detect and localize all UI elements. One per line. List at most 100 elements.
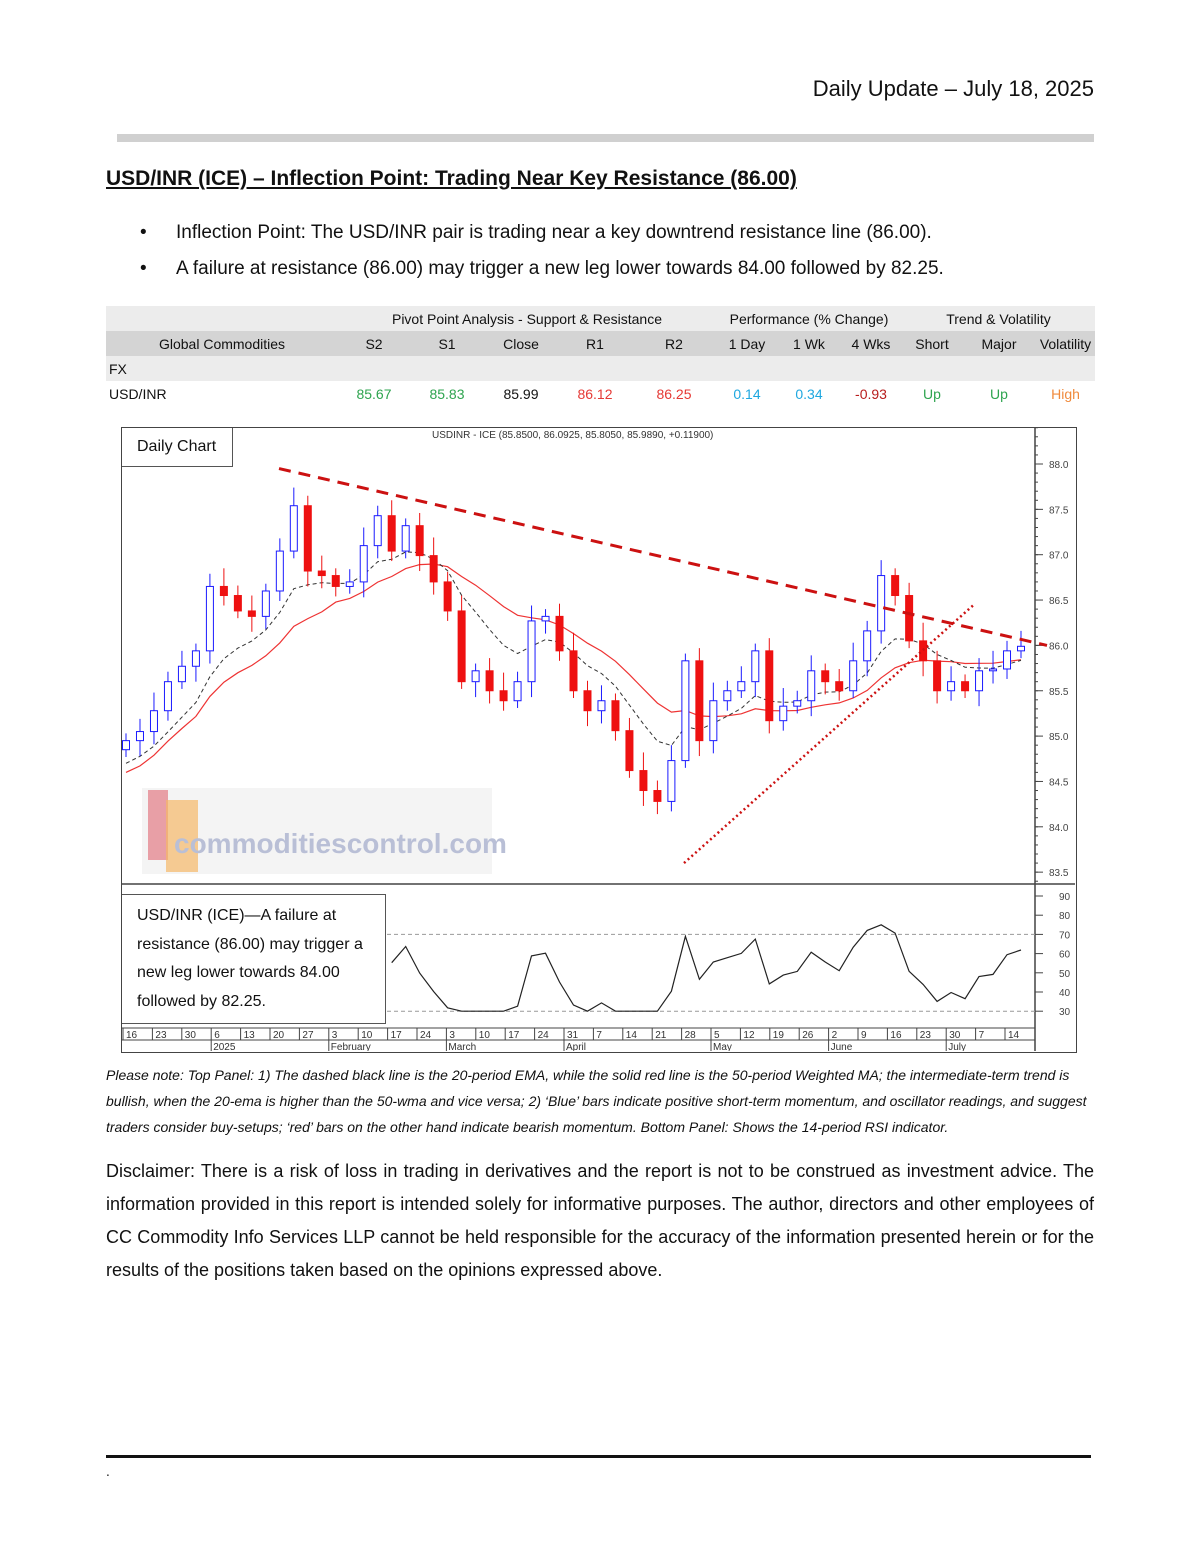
rsi-tick-label: 90 (1059, 892, 1071, 903)
cell-s1: 85.83 (410, 381, 484, 406)
candle-up (709, 700, 718, 742)
watermark-logo-icon (148, 790, 168, 860)
date-tick-label: 24 (538, 1030, 550, 1041)
chart-annotation: USD/INR (ICE)—A failure at resistance (8… (122, 894, 386, 1024)
candle-down (583, 690, 592, 712)
month-label: April (566, 1042, 586, 1051)
candle-down (317, 570, 326, 577)
date-tick-label: 21 (655, 1030, 667, 1041)
date-tick-label: 10 (479, 1030, 491, 1041)
candle-down (387, 515, 396, 552)
date-tick-label: 16 (126, 1030, 138, 1041)
candle-up (1017, 645, 1025, 652)
group-performance: Performance (% Change) (716, 306, 902, 331)
candle-up (177, 665, 186, 683)
candle-up (849, 660, 858, 692)
date-tick-label: 2 (832, 1030, 838, 1041)
chart-label: Daily Chart (122, 428, 233, 467)
candle-down (891, 575, 900, 597)
date-tick-label: 10 (361, 1030, 373, 1041)
candle-up (793, 700, 802, 707)
date-tick-label: 30 (949, 1030, 961, 1041)
footer-dot: . (106, 1465, 110, 1479)
price-tick-label: 85.5 (1049, 687, 1069, 698)
bullet-icon: • (140, 258, 147, 279)
date-tick-label: 3 (332, 1030, 338, 1041)
month-label: February (331, 1042, 371, 1051)
daily-chart: USDINR - ICE (85.8500, 86.0925, 85.8050,… (121, 427, 1077, 1053)
watermark-logo-icon (166, 800, 198, 872)
date-tick-label: 28 (685, 1030, 697, 1041)
chart-svg: USDINR - ICE (85.8500, 86.0925, 85.8050,… (122, 428, 1075, 1051)
candle-up (807, 670, 816, 702)
date-tick-label: 23 (155, 1030, 167, 1041)
date-tick-label: 17 (391, 1030, 403, 1041)
candle-up (359, 545, 368, 583)
date-tick-label: 12 (743, 1030, 755, 1041)
footer-divider (106, 1455, 1091, 1458)
candle-down (835, 681, 844, 692)
date-tick-label: 14 (1008, 1030, 1020, 1041)
month-label: July (948, 1042, 966, 1051)
candle-up (863, 630, 872, 662)
support-trendline (683, 603, 975, 865)
candle-down (247, 610, 256, 617)
candle-up (261, 590, 270, 617)
price-tick-label: 87.5 (1049, 505, 1069, 516)
candle-down (905, 595, 914, 642)
candle-up (737, 681, 746, 692)
cell-1-wk: 0.34 (778, 381, 840, 406)
month-label: 2025 (213, 1042, 236, 1051)
date-tick-label: 7 (979, 1030, 985, 1041)
chart-note: Please note: Top Panel: 1) The dashed bl… (106, 1067, 1087, 1135)
candle-up (345, 581, 354, 587)
cell-short: Up (902, 381, 962, 406)
column-header: Short (902, 331, 962, 356)
date-tick-label: 24 (420, 1030, 432, 1041)
candle-down (695, 660, 704, 742)
candle-up (667, 760, 676, 802)
candle-up (681, 660, 690, 762)
cell-close: 85.99 (484, 381, 558, 406)
column-header: Major (962, 331, 1036, 356)
date-tick-label: 26 (802, 1030, 814, 1041)
date-tick-label: 27 (302, 1030, 314, 1041)
group-pivot: Pivot Point Analysis - Support & Resista… (338, 306, 716, 331)
rsi-tick-label: 80 (1059, 911, 1071, 922)
column-header: Close (484, 331, 558, 356)
candle-down (653, 790, 662, 802)
report-date-header: Daily Update – July 18, 2025 (812, 76, 1094, 101)
cell-r1: 86.12 (558, 381, 632, 406)
report-title: USD/INR (ICE) – Inflection Point: Tradin… (106, 167, 797, 190)
candle-up (289, 505, 298, 552)
candle-up (401, 525, 410, 552)
date-tick-label: 13 (244, 1030, 256, 1041)
column-header: R2 (632, 331, 716, 356)
section-fx: FX (106, 356, 1095, 381)
date-tick-label: 30 (185, 1030, 197, 1041)
price-tick-label: 88.0 (1049, 460, 1069, 471)
month-label: March (448, 1042, 476, 1051)
candle-up (513, 681, 522, 702)
candle-down (933, 660, 942, 692)
candle-down (233, 595, 242, 612)
date-tick-label: 5 (714, 1030, 720, 1041)
row-name: USD/INR (106, 381, 338, 406)
candle-up (989, 668, 998, 672)
candle-down (415, 525, 424, 557)
candle-up (723, 690, 732, 702)
bullet-icon: • (140, 222, 147, 243)
column-header: Volatility (1036, 331, 1095, 356)
candle-up (191, 650, 200, 667)
rsi-tick-label: 50 (1059, 969, 1071, 980)
candle-down (569, 650, 578, 692)
candle-down (821, 670, 830, 683)
price-tick-label: 87.0 (1049, 551, 1069, 562)
column-header: 1 Wk (778, 331, 840, 356)
bullet-text: A failure at resistance (86.00) may trig… (176, 258, 944, 279)
date-tick-label: 3 (449, 1030, 455, 1041)
cell-s2: 85.67 (338, 381, 410, 406)
date-tick-label: 23 (920, 1030, 932, 1041)
cell-r2: 86.25 (632, 381, 716, 406)
candle-down (611, 700, 620, 732)
